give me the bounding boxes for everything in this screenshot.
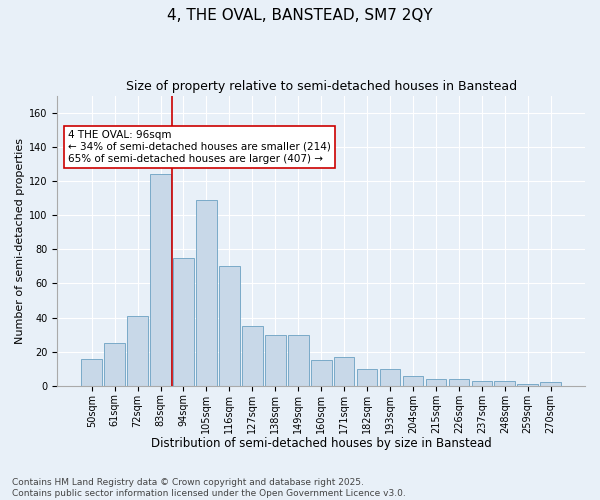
X-axis label: Distribution of semi-detached houses by size in Banstead: Distribution of semi-detached houses by …	[151, 437, 491, 450]
Bar	[541, 382, 561, 386]
Bar	[104, 343, 125, 386]
Bar	[403, 376, 424, 386]
Bar	[449, 379, 469, 386]
Bar	[173, 258, 194, 386]
Bar	[288, 334, 308, 386]
Bar	[219, 266, 240, 386]
Bar	[425, 379, 446, 386]
Bar	[196, 200, 217, 386]
Bar	[334, 357, 355, 386]
Bar	[82, 358, 102, 386]
Bar	[242, 326, 263, 386]
Bar	[150, 174, 171, 386]
Bar	[265, 334, 286, 386]
Text: Contains HM Land Registry data © Crown copyright and database right 2025.
Contai: Contains HM Land Registry data © Crown c…	[12, 478, 406, 498]
Text: 4, THE OVAL, BANSTEAD, SM7 2QY: 4, THE OVAL, BANSTEAD, SM7 2QY	[167, 8, 433, 22]
Bar	[127, 316, 148, 386]
Bar	[472, 380, 492, 386]
Bar	[380, 368, 400, 386]
Bar	[494, 380, 515, 386]
Text: 4 THE OVAL: 96sqm
← 34% of semi-detached houses are smaller (214)
65% of semi-de: 4 THE OVAL: 96sqm ← 34% of semi-detached…	[68, 130, 331, 164]
Bar	[357, 368, 377, 386]
Title: Size of property relative to semi-detached houses in Banstead: Size of property relative to semi-detach…	[125, 80, 517, 93]
Bar	[311, 360, 332, 386]
Y-axis label: Number of semi-detached properties: Number of semi-detached properties	[15, 138, 25, 344]
Bar	[517, 384, 538, 386]
